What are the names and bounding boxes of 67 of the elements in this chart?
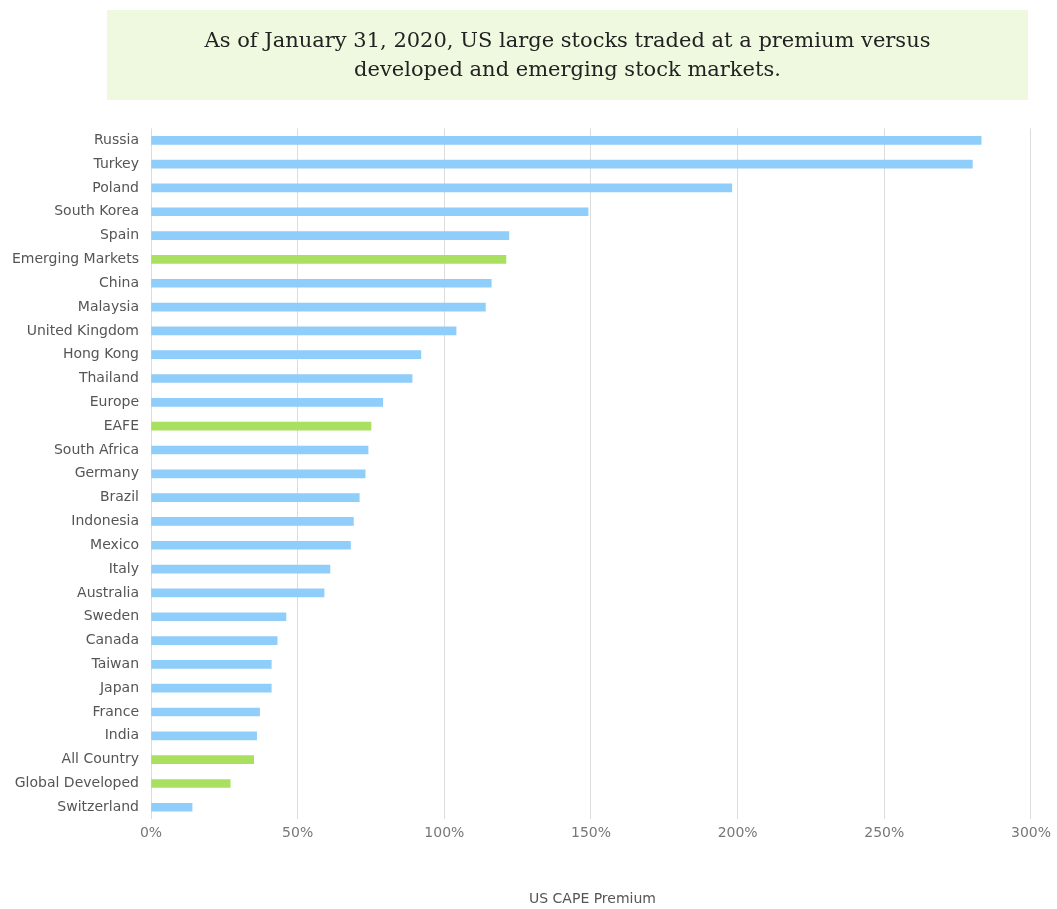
x-tick-label: 200%	[717, 824, 758, 841]
y-tick-label: Thailand	[77, 369, 140, 386]
y-tick-label: Taiwan	[90, 655, 140, 672]
bar	[151, 517, 354, 526]
x-tick-label: 50%	[282, 824, 314, 841]
y-tick-label: Germany	[74, 464, 140, 481]
bar	[151, 255, 507, 264]
y-tick-label: Russia	[93, 130, 140, 147]
y-tick-label: Switzerland	[57, 797, 140, 814]
x-tick-label: 150%	[570, 824, 612, 841]
bar	[151, 731, 257, 741]
y-tick-label: All Country	[61, 750, 140, 767]
bar	[151, 374, 413, 383]
y-tick-label: Poland	[92, 178, 140, 195]
bar	[151, 421, 372, 431]
bar	[151, 207, 589, 217]
y-tick-label: EAFE	[103, 416, 140, 433]
y-tick-label: France	[92, 702, 140, 719]
y-tick-label: Canada	[85, 631, 140, 648]
y-tick-label: Spain	[99, 226, 140, 243]
bar	[151, 398, 384, 407]
bar	[151, 683, 272, 693]
y-tick-label: Mexico	[90, 535, 140, 552]
bar	[151, 755, 255, 764]
bar	[151, 231, 510, 240]
y-tick-label: Europe	[89, 392, 140, 409]
y-tick-label: South Africa	[53, 440, 140, 457]
bar	[151, 707, 260, 717]
bar	[151, 540, 351, 550]
bar	[151, 612, 287, 622]
bar	[151, 302, 486, 312]
bar	[151, 278, 492, 288]
bar	[151, 159, 973, 169]
bar	[151, 183, 733, 193]
y-tick-label: Brazil	[99, 488, 140, 505]
x-axis-title: US CAPE Premium	[528, 890, 657, 906]
bar	[151, 660, 272, 669]
bar	[151, 135, 982, 145]
bar	[151, 326, 457, 336]
y-tick-label: Italy	[108, 559, 140, 576]
y-tick-label: Hong Kong	[62, 345, 140, 362]
bar	[151, 445, 369, 455]
y-tick-label: India	[104, 726, 140, 743]
y-tick-label: United Kingdom	[26, 321, 140, 338]
y-tick-label: China	[99, 273, 140, 290]
y-tick-label: Indonesia	[71, 512, 140, 529]
bar	[151, 350, 422, 360]
y-tick-label: Turkey	[92, 154, 140, 171]
bar	[151, 564, 331, 574]
x-tick-label: 300%	[1010, 824, 1051, 841]
bar	[151, 493, 360, 502]
y-tick-label: Japan	[98, 678, 140, 695]
y-tick-label: South Korea	[54, 202, 140, 219]
y-tick-label: Australia	[77, 583, 140, 600]
y-tick-label: Global Developed	[14, 774, 140, 791]
bar	[151, 802, 193, 812]
bar	[151, 779, 231, 788]
y-tick-label: Malaysia	[77, 297, 140, 314]
x-tick-label: 0%	[139, 824, 163, 841]
bar	[151, 636, 278, 645]
bar	[151, 588, 325, 598]
x-tick-label: 250%	[864, 824, 905, 841]
y-tick-label: Emerging Markets	[12, 250, 140, 267]
bar	[151, 469, 366, 479]
chart-title: As of January 31, 2020, US large stocks traded at a premium versus developed and emerging stock markets.	[107, 10, 1028, 100]
y-tick-label: Sweden	[83, 607, 140, 624]
x-tick-label: 100%	[424, 824, 465, 841]
